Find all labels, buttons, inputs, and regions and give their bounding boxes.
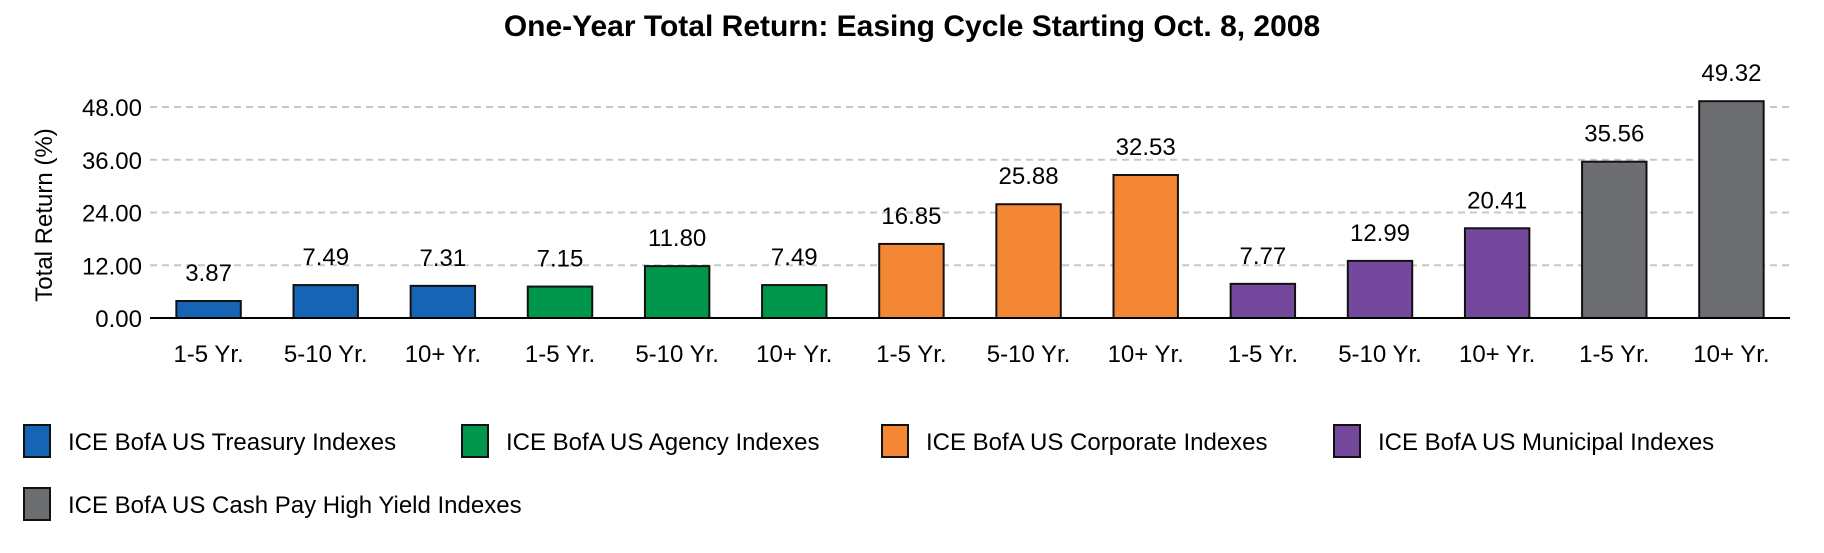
bar (1698, 100, 1765, 320)
legend-label: ICE BofA US Treasury Indexes (68, 429, 396, 456)
legend-swatch (1333, 424, 1361, 458)
bar (995, 203, 1062, 320)
y-axis-label: Total Return (%) (31, 128, 58, 301)
legend: ICE BofA US Treasury Indexes ICE BofA US … (23, 424, 1714, 521)
y-tick-label: 48.00 (82, 95, 142, 122)
legend-label: ICE BofA US Corporate Indexes (926, 429, 1268, 456)
y-axis-ticks: 0.00 12.00 24.00 36.00 48.00 (82, 95, 142, 333)
x-axis-categories: 1-5 Yr. 5-10 Yr. 10+ Yr. 1-5 Yr. 5-10 Yr. 10+… (173, 341, 1769, 368)
bar (526, 285, 594, 320)
bar (292, 284, 359, 319)
data-label: 7.49 (302, 244, 349, 271)
data-label: 35.56 (1584, 121, 1644, 148)
x-tick-label: 5-10 Yr. (284, 341, 368, 368)
bar (878, 242, 945, 319)
legend-label: ICE BofA US Municipal Indexes (1378, 429, 1714, 456)
x-tick-label: 10+ Yr. (1108, 341, 1184, 368)
y-tick-label: 12.00 (82, 253, 142, 280)
y-tick-label: 0.00 (95, 306, 142, 333)
data-label: 7.77 (1239, 243, 1286, 270)
bars (175, 100, 1765, 320)
bar (1581, 160, 1648, 319)
bar (761, 284, 828, 319)
data-label: 3.87 (185, 260, 232, 287)
x-tick-label: 1-5 Yr. (1228, 341, 1298, 368)
data-label: 7.49 (771, 244, 818, 271)
y-tick-label: 36.00 (82, 148, 142, 175)
data-label: 7.15 (537, 246, 584, 273)
x-tick-label: 5-10 Yr. (1338, 341, 1422, 368)
legend-label: ICE BofA US Cash Pay High Yield Indexes (68, 492, 522, 519)
data-label: 32.53 (1116, 134, 1176, 161)
chart-title: One-Year Total Return: Easing Cycle Star… (504, 10, 1320, 43)
legend-swatch (881, 424, 909, 458)
x-tick-label: 1-5 Yr. (1579, 341, 1649, 368)
data-label: 11.80 (648, 225, 706, 252)
x-tick-label: 10+ Yr. (1459, 341, 1535, 368)
x-tick-label: 5-10 Yr. (987, 341, 1071, 368)
legend-swatch (461, 424, 489, 458)
bar (175, 299, 242, 320)
data-label: 25.88 (999, 163, 1059, 190)
legend-swatch (23, 424, 51, 458)
legend-swatch (23, 487, 51, 521)
x-tick-label: 5-10 Yr. (635, 341, 719, 368)
x-tick-label: 1-5 Yr. (525, 341, 595, 368)
data-label: 12.99 (1350, 220, 1410, 247)
data-label: 20.41 (1467, 187, 1527, 214)
y-tick-label: 24.00 (82, 201, 142, 228)
x-tick-label: 1-5 Yr. (173, 341, 243, 368)
x-tick-label: 10+ Yr. (756, 341, 832, 368)
x-tick-label: 10+ Yr. (1693, 341, 1769, 368)
bar (1112, 174, 1179, 319)
x-tick-label: 10+ Yr. (405, 341, 481, 368)
bar (1229, 282, 1297, 319)
x-tick-label: 1-5 Yr. (876, 341, 946, 368)
data-label: 49.32 (1701, 60, 1761, 87)
gridlines (150, 106, 1790, 267)
bar (1346, 259, 1414, 320)
data-label: 7.31 (419, 245, 466, 272)
bar (643, 265, 711, 320)
data-label: 16.85 (881, 203, 941, 230)
data-labels: 3.87 7.49 7.31 7.15 11.80 7.49 16.85 25.88 32.53… (185, 60, 1761, 287)
legend-label: ICE BofA US Agency Indexes (506, 429, 820, 456)
bar (409, 284, 477, 319)
bar (1463, 227, 1531, 319)
